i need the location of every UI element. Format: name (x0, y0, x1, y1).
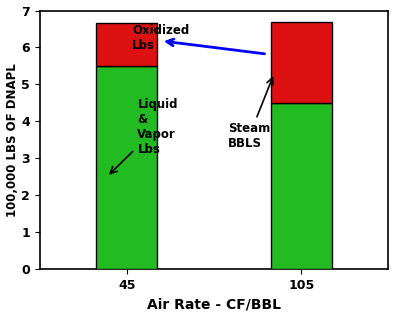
Text: Steam
BBLS: Steam BBLS (228, 78, 273, 150)
Text: Liquid
&
Vapor
Lbs: Liquid & Vapor Lbs (110, 98, 178, 173)
Bar (271, 103, 332, 269)
Y-axis label: 100,000 LBS OF DNAPL: 100,000 LBS OF DNAPL (6, 63, 19, 217)
Bar (271, 22, 332, 103)
X-axis label: Air Rate - CF/BBL: Air Rate - CF/BBL (147, 297, 281, 311)
Bar (97, 23, 158, 66)
Bar (97, 66, 158, 269)
Text: Oxidized
Lbs: Oxidized Lbs (132, 24, 190, 52)
